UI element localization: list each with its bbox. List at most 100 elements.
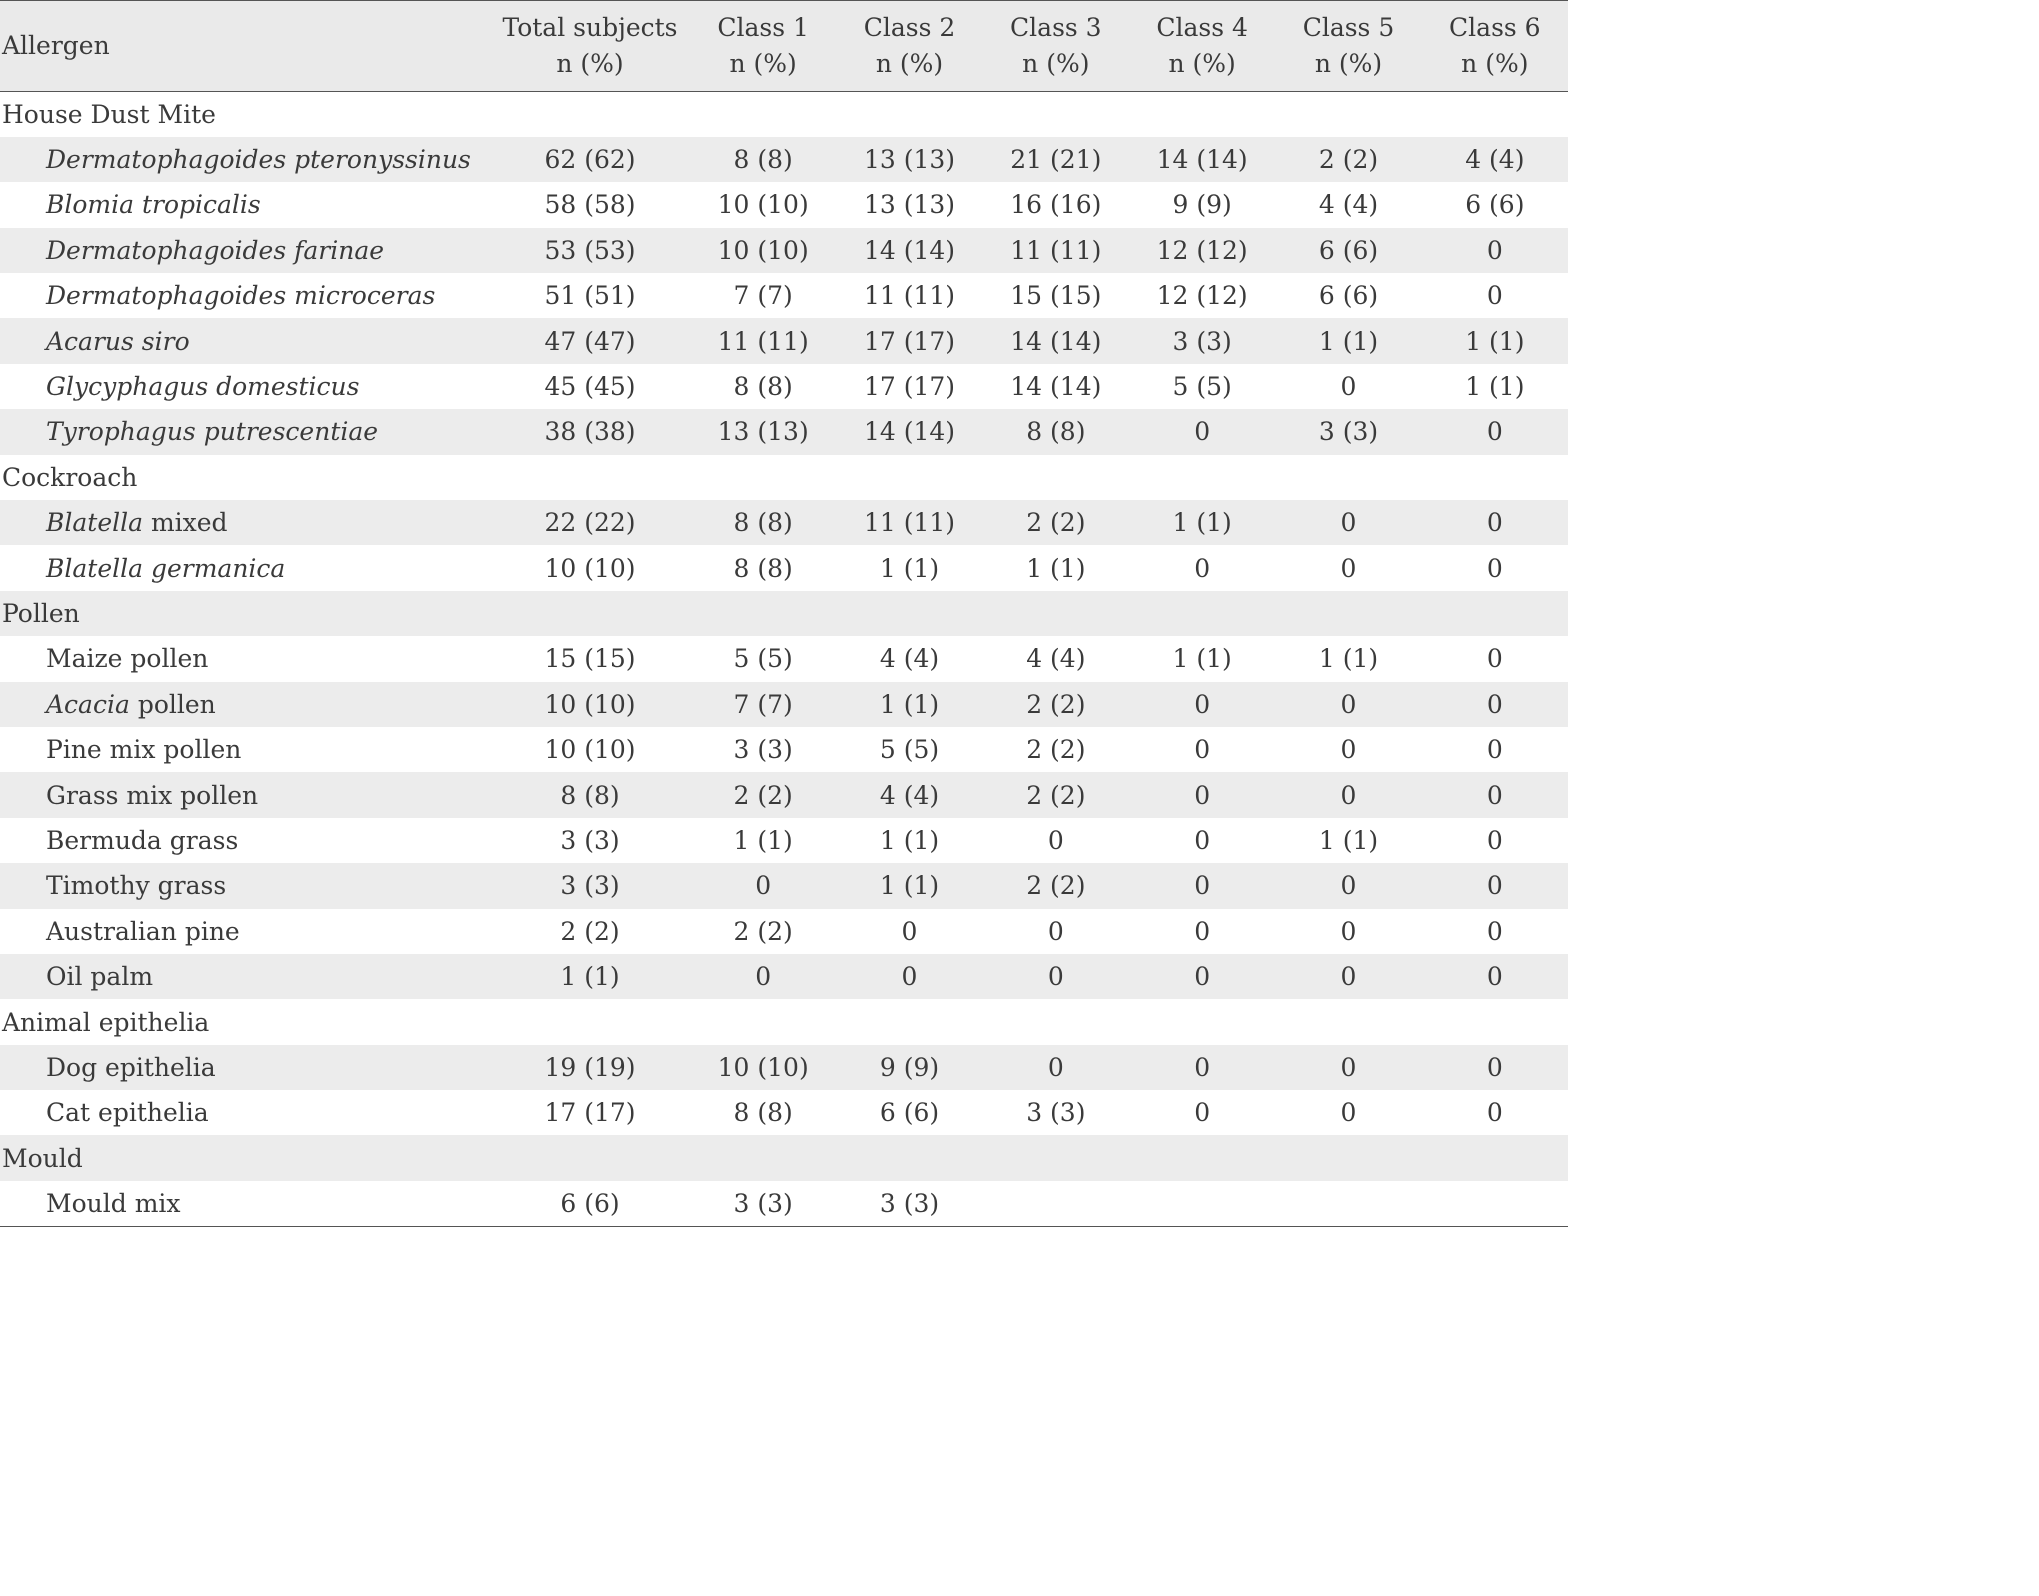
class-4-cell: 0 — [1194, 735, 1211, 765]
total-subjects-cell: 22 (22) — [490, 500, 690, 546]
total-subjects-cell: 38 (38) — [490, 409, 690, 455]
class-1-cell: 8 (8) — [733, 1098, 793, 1128]
class-4-cell: 0 — [1194, 553, 1211, 583]
allergen-name: Blomia tropicalis — [0, 182, 490, 227]
class-4-cell: 5 (5) — [1172, 372, 1232, 402]
class-4-cell: 3 (3) — [1128, 318, 1276, 364]
class-2-cell: 1 (1) — [879, 825, 940, 855]
total-subjects-cell: 17 (17) — [544, 1098, 636, 1128]
class-6-cell: 1 (1) — [1465, 372, 1525, 402]
allergen-name: Dermatophagoides pteronyssinus — [0, 136, 490, 183]
category-label: Animal epithelia — [2, 1007, 210, 1037]
class-6-cell: 0 — [1486, 553, 1503, 583]
total-subjects-cell: 15 (15) — [544, 644, 636, 674]
class-5-cell: 0 — [1275, 863, 1422, 909]
allergen-name: Mould mix — [0, 1180, 490, 1227]
allergen-name: Australian pine — [46, 916, 240, 946]
table-row: Dog epithelia 19 (19) 10 (10) 9 (9) 0 0 0 0 — [0, 1044, 1568, 1091]
scientific-name: Dermatophagoides microceras — [46, 281, 436, 311]
class-1-cell: 10 (10) — [690, 227, 837, 274]
allergen-name: Pine mix pollen — [46, 735, 242, 765]
category-label: Cockroach — [2, 462, 138, 492]
class-3-cell: 0 — [982, 953, 1129, 1000]
class-4-cell: 0 — [1194, 1098, 1211, 1128]
class-1-cell: 10 (10) — [717, 190, 809, 220]
class-5-cell: 2 (2) — [1275, 136, 1422, 183]
allergen-name: Blatella germanica — [0, 545, 490, 590]
class-2-cell: 11 (11) — [836, 500, 983, 546]
header-total-subjects: Total subjects n (%) — [490, 0, 690, 92]
total-subjects-cell: 10 (10) — [490, 681, 690, 727]
class-4-cell: 0 — [1128, 953, 1276, 1000]
category-row: House Dust Mite — [0, 92, 1568, 137]
header-label: Class 1 — [717, 13, 809, 42]
class-6-cell — [1421, 1180, 1568, 1227]
allergen-sensitization-table: Allergen Total subjects n (%) Class 1 n (%… — [0, 0, 1568, 1227]
header-class-4: Class 4 n (%) — [1128, 0, 1276, 92]
class-2-cell: 13 (13) — [836, 136, 983, 183]
header-label: Class 3 — [1010, 13, 1102, 42]
class-2-cell: 1 (1) — [836, 681, 983, 727]
table-row: Blatella mixed 22 (22) 8 (8) 11 (11) 2 (2) 1 … — [0, 500, 1568, 546]
allergen-name: Oil palm — [0, 953, 490, 1000]
class-4-cell: 0 — [1194, 825, 1211, 855]
allergen-name: Tyrophagus putrescentiae — [0, 409, 490, 455]
class-6-cell: 0 — [1421, 772, 1568, 818]
class-4-cell: 0 — [1128, 1044, 1276, 1091]
table-row: Tyrophagus putrescentiae 38 (38) 13 (13) 14… — [0, 409, 1568, 455]
category-row: Cockroach — [0, 455, 1568, 500]
class-1-cell: 11 (11) — [690, 318, 837, 364]
scientific-name: Acarus siro — [46, 326, 190, 356]
total-subjects-cell: 19 (19) — [490, 1044, 690, 1091]
class-2-cell: 6 (6) — [879, 1098, 940, 1128]
allergen-name: Grass mix pollen — [0, 772, 490, 818]
class-6-cell: 0 — [1486, 644, 1503, 674]
class-1-cell: 7 (7) — [733, 281, 793, 311]
class-4-cell: 12 (12) — [1128, 227, 1276, 274]
class-3-cell: 0 — [1047, 916, 1064, 946]
class-3-cell: 2 (2) — [982, 500, 1129, 546]
class-2-cell: 4 (4) — [836, 772, 983, 818]
category-row: Mould — [0, 1135, 1568, 1181]
class-5-cell: 1 (1) — [1275, 318, 1422, 364]
class-5-cell: 0 — [1340, 916, 1357, 946]
header-class-3: Class 3 n (%) — [982, 0, 1129, 92]
header-row: Allergen Total subjects n (%) Class 1 n (%… — [0, 0, 1568, 92]
scientific-name: Dermatophagoides pteronyssinus — [46, 145, 471, 175]
allergen-name: Dermatophagoides farinae — [0, 227, 490, 274]
allergen-name: Dog epithelia — [0, 1044, 490, 1091]
class-6-cell: 0 — [1421, 227, 1568, 274]
class-5-cell: 1 (1) — [1318, 644, 1379, 674]
class-3-cell: 16 (16) — [1010, 190, 1102, 220]
scientific-name: Acacia — [46, 689, 130, 719]
class-6-cell: 0 — [1421, 863, 1568, 909]
class-5-cell: 0 — [1340, 553, 1357, 583]
class-4-cell: 12 (12) — [1156, 281, 1248, 311]
class-1-cell: 8 (8) — [690, 500, 837, 546]
total-subjects-cell: 58 (58) — [544, 190, 636, 220]
class-5-cell: 0 — [1340, 1098, 1357, 1128]
class-6-cell: 0 — [1486, 1098, 1503, 1128]
table-row: Australian pine 2 (2) 2 (2) 0 0 0 0 0 — [0, 909, 1568, 954]
class-2-cell: 4 (4) — [879, 644, 940, 674]
total-subjects-cell: 3 (3) — [490, 863, 690, 909]
class-3-cell: 0 — [982, 1044, 1129, 1091]
header-unit: n (%) — [1022, 49, 1090, 78]
class-1-cell: 8 (8) — [690, 136, 837, 183]
header-class-2: Class 2 n (%) — [836, 0, 983, 92]
class-6-cell: 1 (1) — [1421, 318, 1568, 364]
class-1-cell: 8 (8) — [733, 553, 793, 583]
class-3-cell: 21 (21) — [982, 136, 1129, 183]
header-allergen: Allergen — [0, 0, 490, 92]
class-2-cell: 5 (5) — [879, 735, 940, 765]
total-subjects-cell: 51 (51) — [544, 281, 636, 311]
class-5-cell: 0 — [1275, 953, 1422, 1000]
table-row: Bermuda grass 3 (3) 1 (1) 1 (1) 0 0 1 (1) 0 — [0, 818, 1568, 863]
allergen-name: Acacia pollen — [0, 681, 490, 727]
class-3-cell: 15 (15) — [1010, 281, 1102, 311]
scientific-name: Glycyphagus domesticus — [46, 372, 360, 402]
class-3-cell: 0 — [1047, 825, 1064, 855]
class-6-cell: 0 — [1421, 953, 1568, 1000]
class-4-cell: 1 (1) — [1172, 644, 1232, 674]
table-row: Acacia pollen 10 (10) 7 (7) 1 (1) 2 (2) 0 0 0 — [0, 681, 1568, 727]
